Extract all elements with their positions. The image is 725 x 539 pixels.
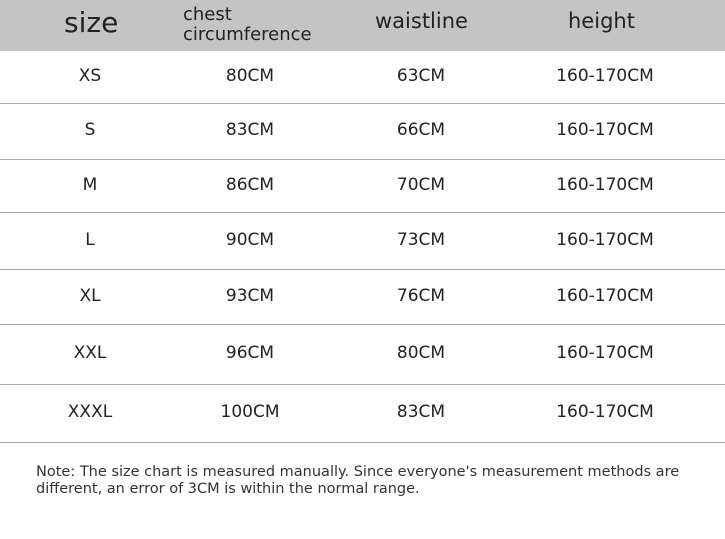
table-cell: 80CM [396,343,446,363]
table-cell: M [82,174,98,195]
table-cell: S [84,120,96,140]
table-cell: XL [79,285,101,306]
note: Note: The size chart is measured manuall… [36,464,680,497]
table-cell: 90CM [225,229,275,250]
table-cell: 93CM [225,285,275,306]
header-row: size chest circumference waistline heigh… [0,0,725,51]
table-cell: 73CM [396,229,446,250]
table-cell: 160-170CM [556,402,654,422]
table-cell: 96CM [225,343,275,363]
table-cell: 66CM [396,120,446,140]
table-cell: 70CM [396,174,446,195]
header-cell: height [568,9,635,33]
table-cell: XXXL [67,402,113,422]
table-cell: 76CM [396,285,446,306]
table-row: XXL 96CM 80CM 160-170CM [0,325,725,385]
table-cell: 160-170CM [556,343,654,363]
table-cell: 160-170CM [556,174,654,195]
table-cell: 63CM [396,65,446,86]
table-row: M 86CM 70CM 160-170CM [0,160,725,213]
table-cell: 160-170CM [556,120,654,140]
header-cell: waistline [375,9,468,33]
table-cell: XXL [73,343,107,363]
table-row: S 83CM 66CM 160-170CM [0,104,725,160]
table-cell: 160-170CM [556,229,654,250]
table-cell: 80CM [225,65,275,86]
table-cell: XS [78,65,102,86]
header-cell: size [64,6,119,39]
table-row: L 90CM 73CM 160-170CM [0,213,725,270]
table-row: XL 93CM 76CM 160-170CM [0,270,725,325]
table-cell: L [85,229,95,250]
table-cell: 160-170CM [556,65,654,86]
table-row: XXXL 100CM 83CM 160-170CM [0,385,725,443]
table-cell: 86CM [225,174,275,195]
table-cell: 160-170CM [556,285,654,306]
table-cell: 83CM [396,402,446,422]
header-cell: chest circumference [183,4,312,45]
table-cell: 100CM [220,402,280,422]
table-cell: 83CM [225,120,275,140]
table-row: XS 80CM 63CM 160-170CM [0,51,725,104]
